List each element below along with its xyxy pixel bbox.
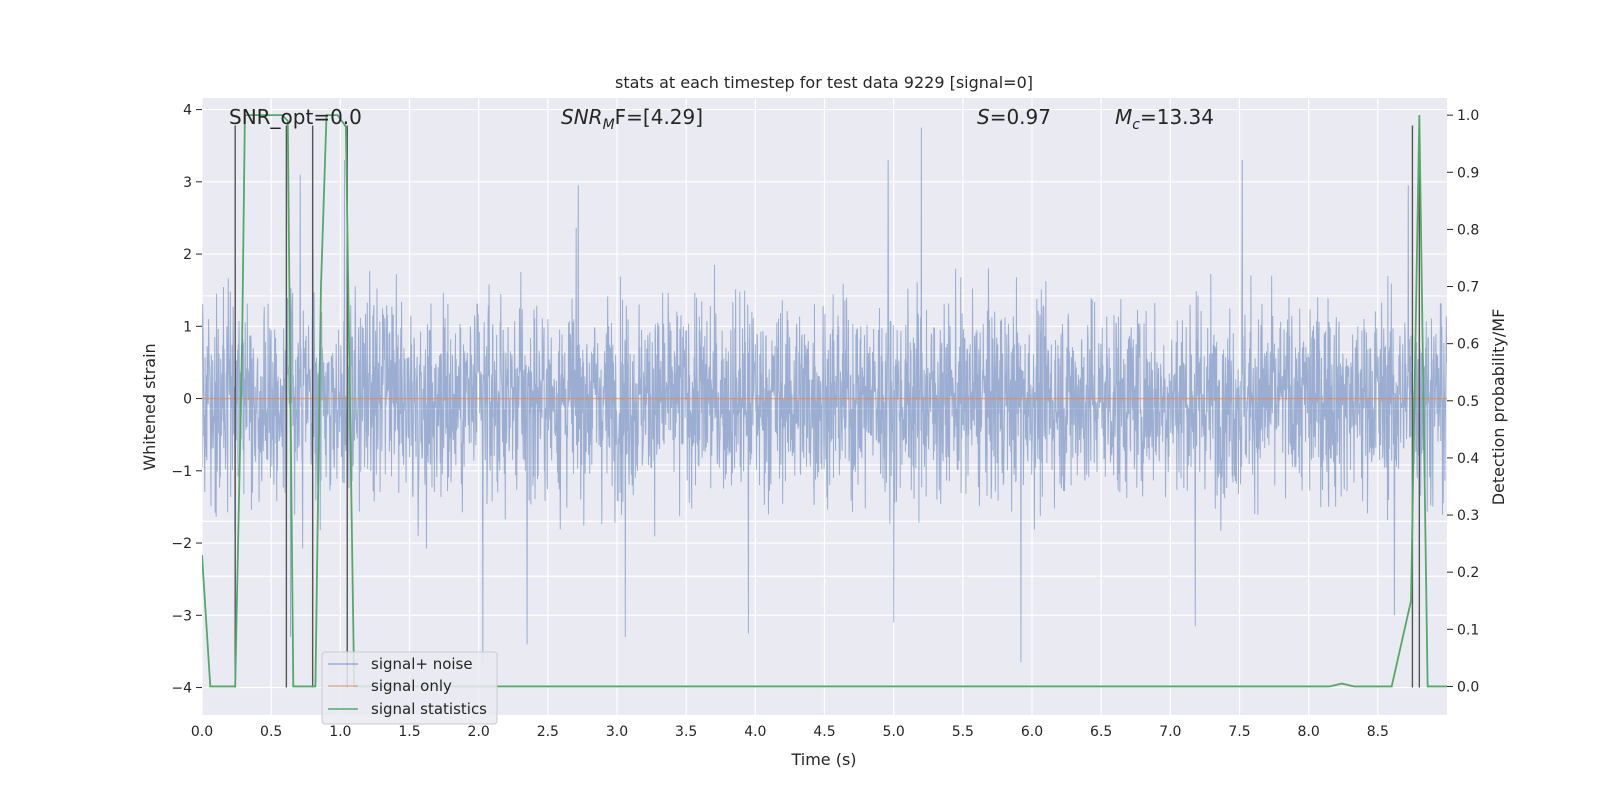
- y2-tick-label: 0.7: [1457, 280, 1479, 296]
- x-tick-label: 2.5: [537, 724, 559, 740]
- x-tick-label: 6.0: [1021, 724, 1043, 740]
- y2-tick-label: 1.0: [1457, 108, 1479, 124]
- y-tick-label: 1: [183, 319, 192, 335]
- x-tick-label: 4.0: [744, 724, 766, 740]
- x-tick-label: 0.5: [260, 724, 282, 740]
- mc-subscript: c: [1132, 117, 1140, 133]
- x-tick-label: 0.0: [191, 724, 213, 740]
- legend: signal+ noise signal only signal statist…: [321, 651, 498, 725]
- snr-mf-prefix: SNR: [561, 105, 603, 129]
- snr-mf-annotation: SNRMF=[4.29]: [561, 105, 703, 133]
- x-tick-label: 2.0: [468, 724, 490, 740]
- y2-tick-label: 0.6: [1457, 337, 1479, 353]
- y-tick-label: −1: [171, 464, 192, 480]
- y-axis-label: Whitened strain: [140, 343, 159, 470]
- x-tick-label: 7.0: [1159, 724, 1181, 740]
- x-tick-label: 3.5: [675, 724, 697, 740]
- y2-tick-label: 0.2: [1457, 565, 1479, 581]
- y2-axis-label: Detection probability/MF: [1489, 309, 1508, 506]
- s-value: =0.97: [990, 105, 1051, 129]
- y2-axis-ticks: 0.0 0.1 0.2 0.3 0.4 0.5 0.6 0.7 0.8 0.9 1.0: [1447, 108, 1479, 695]
- mc-prefix: M: [1115, 105, 1132, 129]
- y-tick-label: 3: [183, 175, 192, 191]
- x-tick-label: 8.0: [1298, 724, 1320, 740]
- y2-tick-label: 0.1: [1457, 622, 1479, 638]
- vertical-markers: [234, 125, 1421, 688]
- y-tick-label: 2: [183, 247, 192, 263]
- legend-label-signal-statistics: signal statistics: [371, 700, 487, 718]
- y-tick-label: 0: [183, 392, 192, 408]
- snr-mf-subscript: M: [603, 117, 615, 133]
- y-axis-ticks: −4 −3 −2 −1 0 1 2 3 4: [171, 103, 202, 697]
- x-axis-ticks: 0.0 0.5 1.0 1.5 2.0 2.5 3.0 3.5 4.0 4.5 5.0 5.5 6.0 6…: [191, 724, 1389, 740]
- signal-plus-noise-line: [202, 127, 1447, 666]
- x-axis-label: Time (s): [790, 750, 856, 769]
- x-tick-label: 7.5: [1228, 724, 1250, 740]
- x-tick-label: 5.5: [952, 724, 974, 740]
- series-signal-plus-noise: [202, 127, 1447, 666]
- x-tick-label: 8.5: [1367, 724, 1389, 740]
- y-tick-label: 4: [183, 103, 192, 119]
- legend-label-signal-only: signal only: [371, 677, 452, 695]
- mc-annotation: Mc=13.34: [1115, 105, 1214, 133]
- x-tick-label: 1.0: [329, 724, 351, 740]
- y2-tick-label: 0.4: [1457, 451, 1479, 467]
- s-annotation: S=0.97: [977, 105, 1051, 129]
- x-tick-label: 6.5: [1090, 724, 1112, 740]
- snr-opt-annotation: SNR_opt=0.0: [229, 105, 362, 129]
- signal-statistics-line: [202, 114, 1447, 688]
- legend-label-signal-plus-noise: signal+ noise: [371, 655, 473, 673]
- x-tick-label: 4.5: [813, 724, 835, 740]
- y2-tick-label: 0.8: [1457, 222, 1479, 238]
- y-tick-label: −4: [171, 681, 192, 697]
- y2-tick-label: 0.9: [1457, 165, 1479, 181]
- x-tick-label: 3.0: [606, 724, 628, 740]
- series-signal-statistics: [202, 114, 1447, 688]
- y2-tick-label: 0.0: [1457, 679, 1479, 695]
- x-tick-label: 5.0: [883, 724, 905, 740]
- mc-value: =13.34: [1140, 105, 1214, 129]
- x-tick-label: 1.5: [398, 724, 420, 740]
- y2-tick-label: 0.5: [1457, 394, 1479, 410]
- s-prefix: S: [977, 105, 990, 129]
- y-tick-label: −3: [171, 608, 192, 624]
- annotations: SNR_opt=0.0 SNRMF=[4.29] S=0.97 Mc=13.34: [229, 105, 1214, 133]
- chart-title: stats at each timestep for test data 922…: [615, 73, 1033, 92]
- y-tick-label: −2: [171, 536, 192, 552]
- snr-mf-value: F=[4.29]: [615, 105, 703, 129]
- legend-box: [321, 651, 498, 725]
- y2-tick-label: 0.3: [1457, 508, 1479, 524]
